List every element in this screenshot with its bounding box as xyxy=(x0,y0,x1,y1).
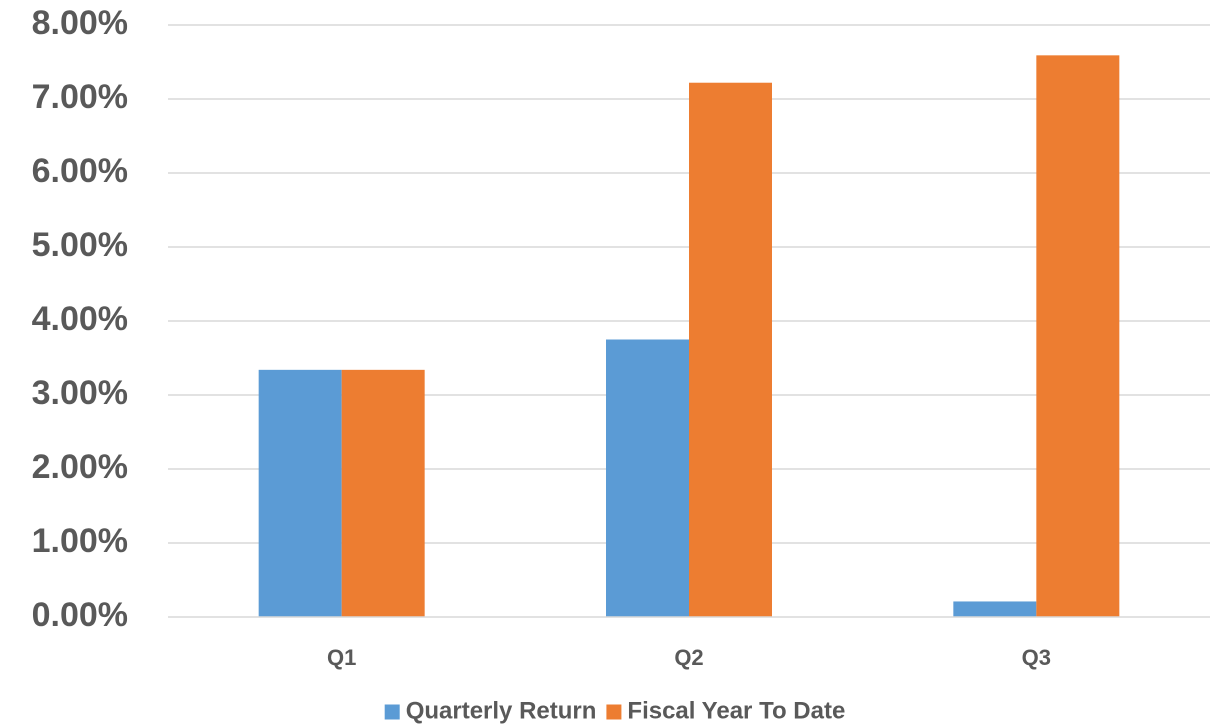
x-category-label-q3: Q3 xyxy=(1022,645,1051,670)
y-tick-label: 0.00% xyxy=(32,596,128,634)
y-tick-label: 2.00% xyxy=(32,448,128,486)
bar-q3-series-1 xyxy=(953,601,1037,617)
bar-q1-series-2 xyxy=(341,369,425,617)
y-tick-label: 6.00% xyxy=(32,152,128,190)
y-tick-label: 1.00% xyxy=(32,522,128,560)
y-tick-label: 5.00% xyxy=(32,226,128,264)
bars xyxy=(258,55,1120,618)
x-axis-category-labels: Q1 Q2 Q3 xyxy=(327,645,1051,670)
x-category-label-q1: Q1 xyxy=(327,645,356,670)
legend-label: Quarterly Return xyxy=(406,697,597,724)
legend-swatch xyxy=(384,704,400,720)
y-tick-label: 4.00% xyxy=(32,300,128,338)
y-tick-label: 3.00% xyxy=(32,374,128,412)
y-tick-label: 7.00% xyxy=(32,78,128,116)
legend-swatch xyxy=(606,704,622,720)
bar-q2-series-1 xyxy=(606,339,689,617)
legend-label: Fiscal Year To Date xyxy=(627,697,845,724)
bar-q3-series-2 xyxy=(1036,55,1120,617)
bar-q1-series-1 xyxy=(258,369,342,617)
legend-item-2[interactable]: Fiscal Year To Date xyxy=(606,697,845,724)
bar-q2-series-2 xyxy=(689,82,772,618)
x-category-label-q2: Q2 xyxy=(674,645,703,670)
legend[interactable]: Quarterly Return Fiscal Year To Date xyxy=(384,697,846,724)
legend-item-1[interactable]: Quarterly Return xyxy=(384,697,597,724)
y-axis-tick-labels: 0.00% 1.00% 2.00% 3.00% 4.00% 5.00% 6.00% 7.00%… xyxy=(32,4,128,634)
y-tick-label: 8.00% xyxy=(32,4,128,42)
